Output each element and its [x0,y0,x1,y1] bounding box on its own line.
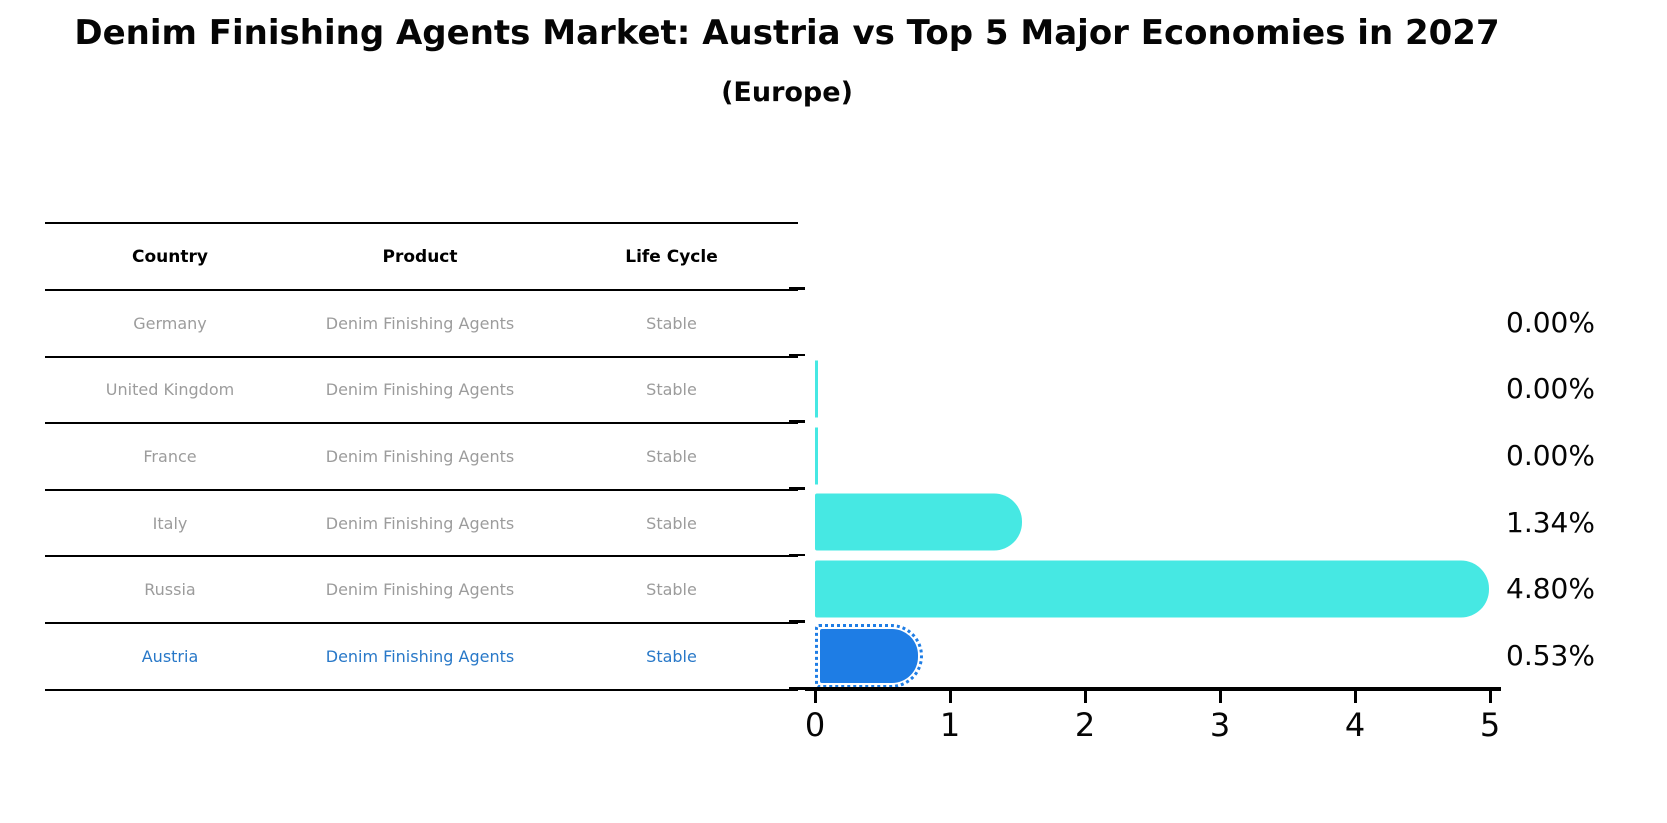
bar-row [815,622,1490,689]
column-header-lifecycle: Life Cycle [625,246,718,267]
table-row: United Kingdom Denim Finishing Agents St… [45,355,798,423]
column-header-country: Country [132,246,208,267]
bar-row [815,356,1490,423]
table-row: France Denim Finishing Agents Stable [45,422,798,489]
table-row: Italy Denim Finishing Agents Stable [45,488,798,556]
x-axis-tick-label: 2 [1074,706,1096,744]
bar-value-label: 0.00% [1506,372,1595,406]
x-axis-tick-label: 3 [1209,706,1231,744]
table-row: Russia Denim Finishing Agents Stable [45,555,798,622]
x-axis-tick [1219,690,1222,703]
x-axis-tick [1084,690,1087,703]
table-row: Germany Denim Finishing Agents Stable [45,289,798,356]
bar-united-kingdom [815,360,818,418]
column-header-product: Product [382,246,458,267]
chart-title: Denim Finishing Agents Market: Austria v… [74,13,1500,53]
cell-country: Austria [141,646,199,666]
bar-chart [815,289,1490,689]
cell-lifecycle: Stable [646,646,697,666]
x-axis-tick [1354,690,1357,703]
cell-lifecycle: Stable [646,380,697,400]
y-axis-tick [789,687,805,690]
x-axis-tick-label: 0 [804,706,826,744]
x-axis-tick-label: 5 [1479,706,1501,744]
bar-austria [815,623,923,688]
y-axis-tick [789,353,805,357]
bar-row [815,489,1490,556]
x-axis-tick [949,690,952,703]
y-axis-tick [789,287,805,290]
cell-lifecycle: Stable [646,446,697,466]
y-axis-tick [789,553,805,557]
cell-product: Denim Finishing Agents [325,513,515,533]
y-axis-ticks [789,287,805,692]
cell-country: Russia [144,580,196,600]
x-axis-tick-label: 4 [1344,706,1366,744]
y-axis-tick [789,487,805,490]
cell-country: Italy [152,513,188,533]
bar-austria-fill [820,628,918,683]
y-axis-tick [789,420,805,423]
table-row-austria: Austria Denim Finishing Agents Stable [45,621,798,689]
x-axis-ticks [814,690,1492,704]
value-label-column: 0.00% 0.00% 0.00% 1.34% 4.80% 0.53% [1506,289,1656,689]
bar-value-label: 0.00% [1506,305,1595,339]
cell-product: Denim Finishing Agents [325,313,515,333]
cell-lifecycle: Stable [646,313,697,333]
cell-lifecycle: Stable [646,513,697,533]
x-axis-tick-label: 1 [939,706,961,744]
cell-lifecycle: Stable [646,580,697,600]
table-header-row: Country Product Life Cycle [45,222,798,289]
x-axis [805,687,1501,691]
bar-france [815,427,818,485]
bar-row [815,289,1490,356]
bar-value-label: 4.80% [1506,572,1595,606]
cell-product: Denim Finishing Agents [325,446,515,466]
cell-country: France [143,446,197,466]
cell-product: Denim Finishing Agents [325,646,515,666]
chart-subtitle: (Europe) [721,77,853,108]
bar-value-label: 0.53% [1506,639,1595,673]
bar-row [815,422,1490,489]
country-table: Country Product Life Cycle Germany Denim… [45,222,798,691]
y-axis-tick [789,620,805,623]
cell-country: United Kingdom [105,380,235,400]
bar-russia [815,560,1489,618]
cell-product: Denim Finishing Agents [325,580,515,600]
x-axis-tick-labels: 0 1 2 3 4 5 [805,706,1500,746]
x-axis-tick [814,690,817,703]
cell-country: Germany [133,313,207,333]
x-axis-tick [1489,690,1492,703]
bar-value-label: 1.34% [1506,505,1595,539]
bar-value-label: 0.00% [1506,439,1595,473]
bar-row [815,556,1490,623]
bar-italy [815,493,1022,551]
cell-product: Denim Finishing Agents [325,380,515,400]
